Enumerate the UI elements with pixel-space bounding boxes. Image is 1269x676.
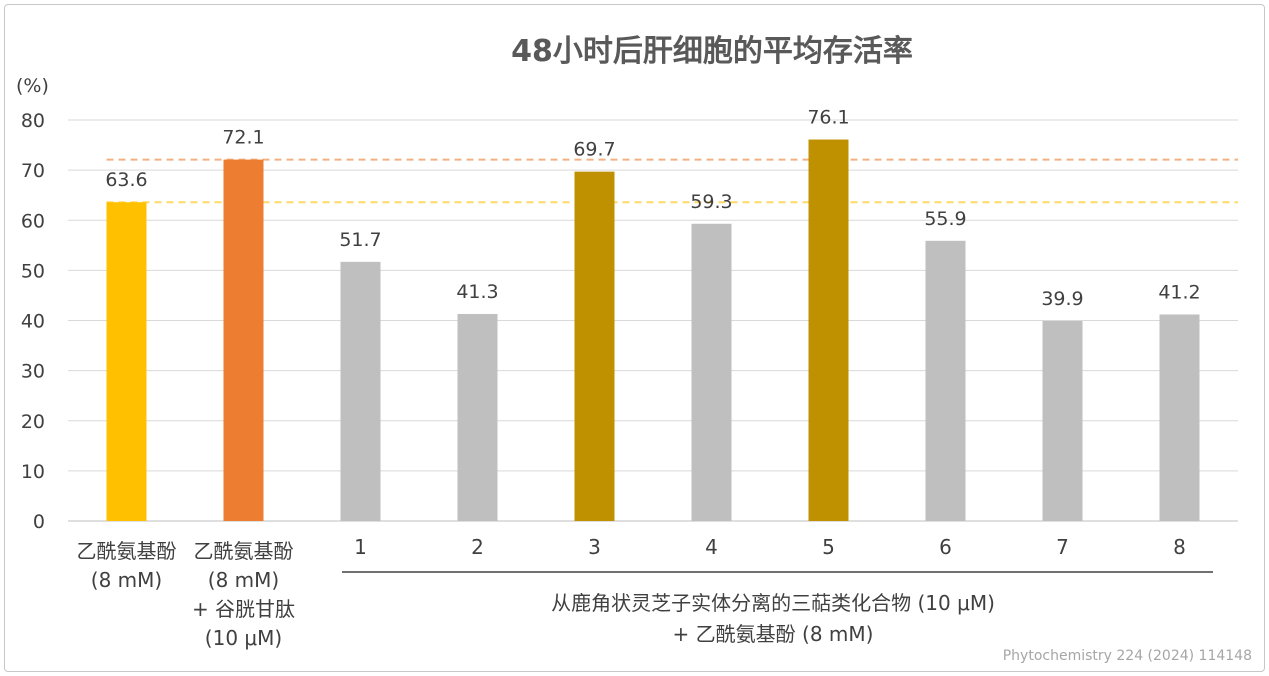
x-category-label: 6 [939,535,952,559]
data-label: 69.7 [573,139,615,161]
bar [340,261,381,521]
data-label: 55.9 [924,208,966,230]
data-label: 39.9 [1041,288,1083,310]
x-category-label: 2 [471,535,484,559]
bar [1159,314,1200,521]
bar [457,313,498,521]
bar [106,202,147,521]
data-label: 41.3 [456,281,498,303]
x-category-label: (8 mM) [208,568,279,592]
data-label: 41.2 [1158,281,1200,303]
y-tick-label: 70 [21,160,45,182]
y-tick-label: 30 [21,361,45,383]
x-category-label: 4 [705,535,718,559]
data-label: 51.7 [339,229,381,251]
x-category-labels: 乙酰氨基酚 (8 mM) 乙酰氨基酚 (8 mM) + 谷胱甘肽 (10 μM) 1 2 3 4 5… [77,535,1186,650]
x-category-label: + 谷胱甘肽 [192,597,295,621]
x-category-label: (10 μM) [205,626,282,650]
y-tick-label: 60 [21,210,45,232]
data-label: 76.1 [807,107,849,129]
bar [223,159,264,521]
group-label: 从鹿角状灵芝子实体分离的三萜类化合物 (10 μM) + 乙酰氨基酚 (8 mM) [551,591,995,646]
y-tick-label: 50 [21,260,45,282]
x-category-label: 1 [354,535,367,559]
group-label-line: + 乙酰氨基酚 (8 mM) [673,622,874,646]
x-category-label: 7 [1056,535,1069,559]
data-label: 59.3 [690,191,732,213]
y-tick-labels: 0 10 20 30 40 50 60 70 80 [21,110,45,533]
reference-lines [106,158,1238,204]
y-tick-label: 80 [21,110,45,132]
chart-title: 48小时后肝细胞的平均存活率 [511,34,913,69]
group-label-line: 从鹿角状灵芝子实体分离的三萜类化合物 (10 μM) [551,591,995,615]
y-tick-label: 40 [21,311,45,333]
data-label: 63.6 [105,169,147,191]
y-tick-label: 20 [21,411,45,433]
bar [574,171,615,521]
x-category-label: 乙酰氨基酚 [194,539,294,563]
x-category-label: 8 [1173,535,1186,559]
source-credit: Phytochemistry 224 (2024) 114148 [1003,648,1252,664]
y-axis-label: (%) [16,75,49,97]
x-category-label: 5 [822,535,835,559]
y-tick-label: 10 [21,461,45,483]
y-tick-label: 0 [33,511,45,533]
bar [925,240,966,521]
x-category-label: 乙酰氨基酚 [77,539,177,563]
bar [691,223,732,522]
x-category-label: 3 [588,535,601,559]
x-category-label: (8 mM) [91,568,162,592]
bar [1042,321,1083,521]
bars [106,139,1200,522]
data-label: 72.1 [222,127,264,149]
data-labels: 63.6 72.1 51.7 41.3 69.7 59.3 76.1 55.9 39.9 41.2 [105,107,1200,310]
bar [808,139,849,521]
